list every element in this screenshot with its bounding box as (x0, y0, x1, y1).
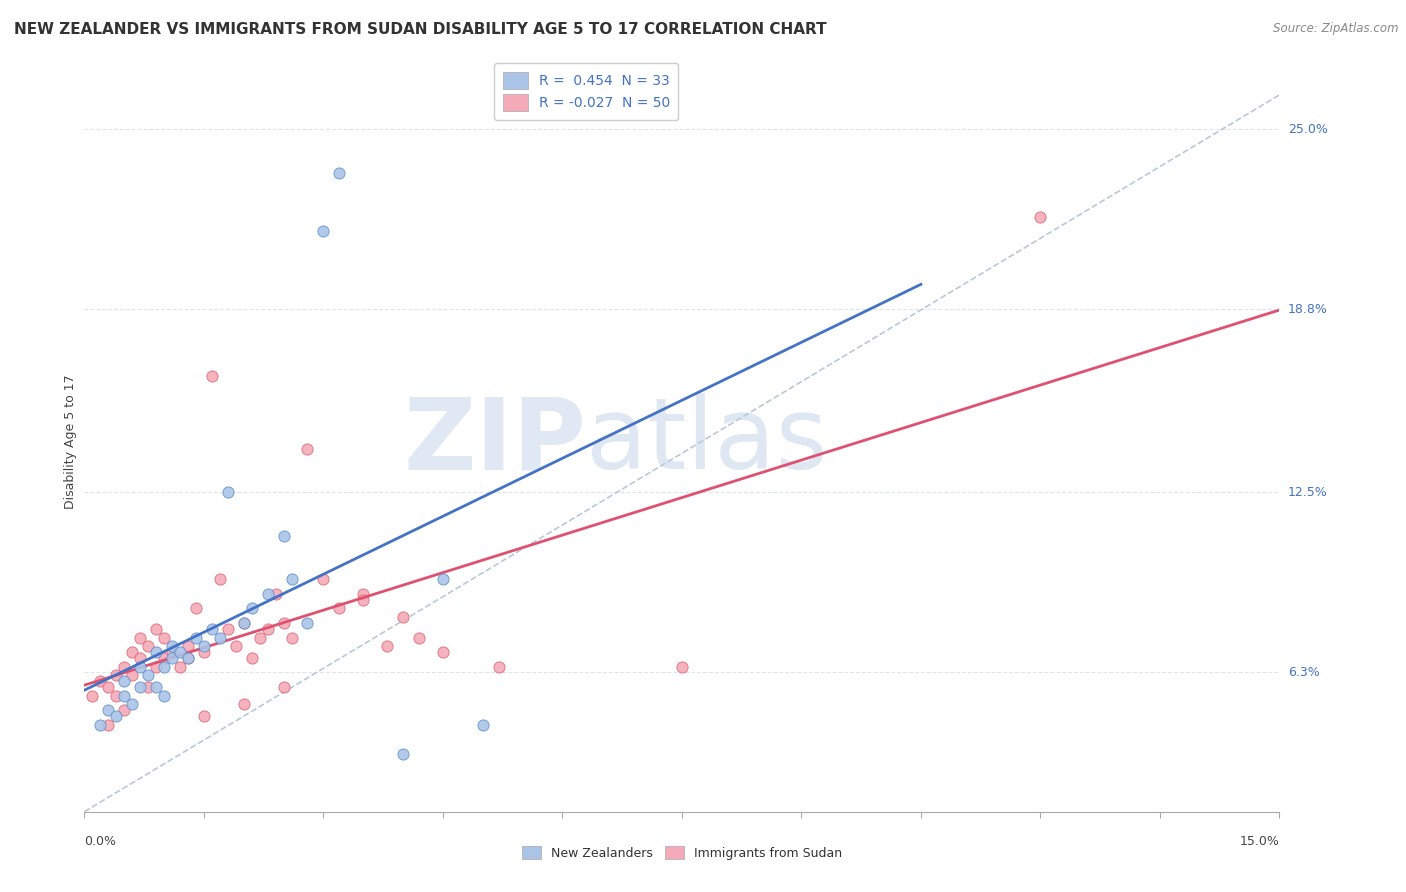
Point (129, 659, 152, 673)
Text: 15.0%: 15.0% (1240, 835, 1279, 848)
Point (136, 680, 159, 694)
Legend: New Zealanders, Immigrants from Sudan: New Zealanders, Immigrants from Sudan (517, 841, 846, 864)
Text: 0.0%: 0.0% (84, 835, 117, 848)
Point (280, 573, 302, 587)
Point (232, 698, 254, 712)
Point (273, 680, 295, 694)
Text: 25.0%: 25.0% (1288, 123, 1327, 136)
Point (129, 650, 152, 665)
Point (136, 639, 159, 653)
Text: Source: ZipAtlas.com: Source: ZipAtlas.com (1274, 22, 1399, 36)
Point (312, 573, 335, 587)
Point (97, 680, 120, 694)
Point (112, 703, 135, 717)
Point (160, 650, 183, 665)
Point (105, 689, 128, 703)
Point (145, 659, 167, 673)
Point (82, 689, 104, 703)
Point (201, 622, 224, 636)
Point (408, 631, 430, 645)
Point (225, 639, 247, 653)
Point (136, 668, 159, 682)
Point (184, 631, 207, 645)
Point (232, 615, 254, 630)
Point (145, 645, 167, 659)
Point (105, 668, 128, 682)
Point (432, 645, 454, 659)
Point (375, 639, 398, 653)
Point (328, 601, 350, 615)
Point (112, 689, 135, 703)
Point (177, 650, 200, 665)
Point (193, 709, 215, 723)
Point (129, 631, 152, 645)
Point (1029, 210, 1052, 224)
Point (249, 631, 271, 645)
Point (160, 645, 183, 659)
Point (145, 680, 167, 694)
Text: 18.8%: 18.8% (1288, 303, 1327, 316)
Point (89, 717, 111, 731)
Point (145, 622, 167, 636)
Point (297, 615, 319, 630)
Point (232, 615, 254, 630)
Point (97, 703, 120, 717)
Point (193, 645, 215, 659)
Text: ZIP: ZIP (404, 393, 586, 490)
Point (264, 587, 287, 601)
Point (240, 650, 263, 665)
Y-axis label: Disability Age 5 to 17: Disability Age 5 to 17 (65, 375, 77, 508)
Point (184, 601, 207, 615)
Point (671, 659, 693, 673)
Point (89, 674, 111, 689)
Point (208, 573, 231, 587)
Point (273, 529, 295, 543)
Point (488, 659, 510, 673)
Point (153, 659, 176, 673)
Point (153, 631, 176, 645)
Point (297, 442, 319, 456)
Point (153, 689, 176, 703)
Point (112, 659, 135, 673)
Point (129, 680, 152, 694)
Point (121, 668, 143, 682)
Point (121, 698, 143, 712)
Point (471, 717, 494, 731)
Point (280, 631, 302, 645)
Point (169, 645, 191, 659)
Point (105, 709, 128, 723)
Point (201, 369, 224, 384)
Point (177, 639, 200, 653)
Point (193, 639, 215, 653)
Point (392, 747, 415, 761)
Point (177, 650, 200, 665)
Point (153, 650, 176, 665)
Point (169, 659, 191, 673)
Point (432, 573, 454, 587)
Text: atlas: atlas (586, 393, 828, 490)
Point (240, 601, 263, 615)
Point (217, 622, 239, 636)
Point (208, 631, 231, 645)
Point (312, 224, 335, 238)
Point (217, 485, 239, 500)
Point (352, 592, 374, 607)
Point (273, 615, 295, 630)
Text: NEW ZEALANDER VS IMMIGRANTS FROM SUDAN DISABILITY AGE 5 TO 17 CORRELATION CHART: NEW ZEALANDER VS IMMIGRANTS FROM SUDAN D… (14, 22, 827, 37)
Point (160, 639, 183, 653)
Point (328, 166, 350, 180)
Point (121, 645, 143, 659)
Point (256, 622, 278, 636)
Point (97, 717, 120, 731)
Point (352, 587, 374, 601)
Point (256, 587, 278, 601)
Point (112, 674, 135, 689)
Text: 6.3%: 6.3% (1288, 665, 1320, 679)
Text: 12.5%: 12.5% (1288, 486, 1327, 499)
Point (392, 610, 415, 624)
